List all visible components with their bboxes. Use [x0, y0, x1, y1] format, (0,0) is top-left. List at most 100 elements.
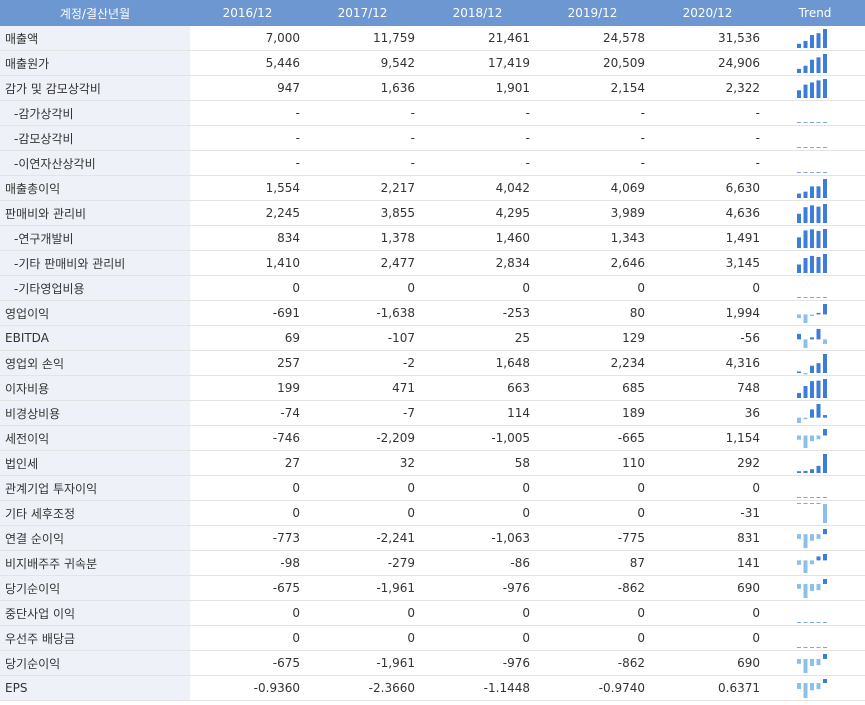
sparkline: [797, 497, 827, 498]
value-cell: -976: [420, 575, 535, 601]
value-cell: 17,419: [420, 50, 535, 76]
spark-bar: [803, 84, 808, 98]
value-cell: 0: [535, 500, 650, 526]
trend-cell: [765, 500, 865, 526]
value-cell: 0: [305, 275, 420, 301]
trend-cell: [765, 475, 865, 501]
row-label: 매출원가: [0, 50, 190, 76]
value-cell: -: [190, 125, 305, 151]
value-cell: 21,461: [420, 26, 535, 51]
spark-bar: [823, 679, 827, 684]
sparkline: [797, 379, 827, 398]
header-cell: 2020/12: [650, 0, 765, 26]
value-cell: -0.9360: [190, 675, 305, 701]
value-cell: 0: [420, 500, 535, 526]
value-cell: -: [650, 125, 765, 151]
value-cell: 0: [650, 275, 765, 301]
spark-bar: [797, 392, 801, 398]
value-cell: 2,245: [190, 200, 305, 226]
value-cell: -2.3660: [305, 675, 420, 701]
sparkline: [797, 29, 827, 48]
value-cell: -107: [305, 325, 420, 351]
value-cell: 11,759: [305, 26, 420, 51]
value-cell: -: [650, 150, 765, 176]
spark-bar: [816, 583, 821, 591]
sparkline: [797, 147, 827, 148]
table-row: 감가 및 감모상각비 947 1,636 1,901 2,154 2,322: [0, 75, 865, 101]
table-body: 매출액 7,000 11,759 21,461 24,578 31,536 매출원가 5,44…: [0, 26, 865, 701]
row-label: -연구개발비: [0, 225, 190, 251]
value-cell: 24,578: [535, 26, 650, 51]
trend-cell: [765, 450, 865, 476]
value-cell: 0: [305, 500, 420, 526]
spark-bar: [803, 339, 808, 348]
value-cell: -1,063: [420, 525, 535, 551]
spark-bar: [823, 29, 827, 48]
table-row: -연구개발비 834 1,378 1,460 1,343 1,491: [0, 225, 865, 251]
value-cell: -: [305, 150, 420, 176]
spark-bar: [797, 417, 801, 423]
row-label: 판매비와 관리비: [0, 200, 190, 226]
spark-bar: [810, 314, 814, 316]
value-cell: 2,234: [535, 350, 650, 376]
trend-cell: [765, 575, 865, 601]
spark-bar: [823, 79, 827, 98]
value-cell: 4,636: [650, 200, 765, 226]
header-cell: 2017/12: [305, 0, 420, 26]
value-cell: 199: [190, 375, 305, 401]
sparkline: [797, 647, 827, 648]
spark-bar: [810, 409, 814, 418]
sparkline: [797, 354, 827, 375]
table-row: EPS -0.9360 -2.3660 -1.1448 -0.9740 0.6371: [0, 675, 865, 701]
value-cell: 1,648: [420, 350, 535, 376]
spark-bar: [823, 54, 827, 73]
value-cell: 1,378: [305, 225, 420, 251]
value-cell: 0: [535, 600, 650, 626]
table-row: -기타 판매비와 관리비 1,410 2,477 2,834 2,646 3,145: [0, 250, 865, 276]
value-cell: 0: [535, 275, 650, 301]
sparkline: [797, 503, 827, 523]
value-cell: 0: [190, 600, 305, 626]
value-cell: -746: [190, 425, 305, 451]
table-row: 영업외 손익 257 -2 1,648 2,234 4,316: [0, 350, 865, 376]
spark-bar: [797, 68, 801, 73]
value-cell: -: [190, 150, 305, 176]
spark-bar: [816, 57, 821, 73]
spark-bar: [810, 337, 814, 340]
value-cell: 0: [305, 475, 420, 501]
table-row: 매출액 7,000 11,759 21,461 24,578 31,536: [0, 26, 865, 51]
value-cell: 2,834: [420, 250, 535, 276]
value-cell: -0.9740: [535, 675, 650, 701]
value-cell: 141: [650, 550, 765, 576]
row-label: 비경상비용: [0, 400, 190, 426]
spark-bar: [797, 237, 801, 248]
spark-bar: [810, 365, 814, 373]
value-cell: 69: [190, 325, 305, 351]
value-cell: 32: [305, 450, 420, 476]
row-label: -기타영업비용: [0, 275, 190, 301]
trend-cell: [765, 50, 865, 76]
value-cell: 748: [650, 375, 765, 401]
spark-bar: [823, 504, 827, 523]
spark-bar: [797, 534, 801, 539]
value-cell: 1,901: [420, 75, 535, 101]
sparkline: [797, 329, 827, 348]
row-label: 법인세: [0, 450, 190, 476]
sparkline: [797, 122, 827, 123]
table-row: 우선주 배당금 0 0 0 0 0: [0, 625, 865, 651]
value-cell: -675: [190, 575, 305, 601]
value-cell: 1,460: [420, 225, 535, 251]
trend-cell: [765, 100, 865, 126]
value-cell: 1,636: [305, 75, 420, 101]
table-row: 법인세 27 32 58 110 292: [0, 450, 865, 476]
spark-bar: [823, 339, 827, 344]
spark-bar: [823, 654, 827, 659]
spark-bar: [810, 82, 814, 98]
sparkline: [797, 54, 827, 73]
value-cell: 1,554: [190, 175, 305, 201]
sparkline: [797, 404, 827, 423]
spark-bar: [797, 658, 801, 664]
value-cell: 25: [420, 325, 535, 351]
spark-bar: [803, 230, 808, 248]
